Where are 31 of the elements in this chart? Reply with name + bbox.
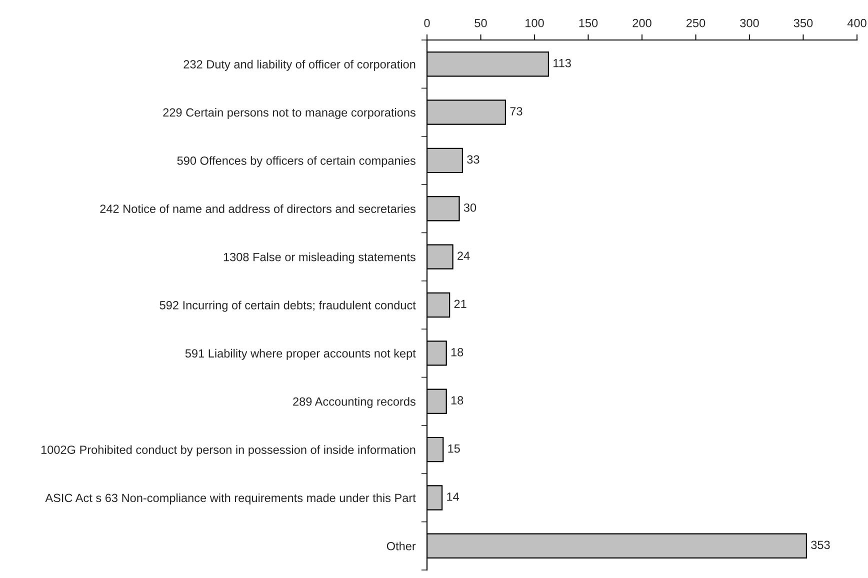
y-tick-label: 590 Offences by officers of certain companies [177, 156, 416, 168]
data-label: 113 [554, 58, 571, 68]
data-label: 18 [451, 396, 464, 405]
y-tick-label: ASIC Act s 63 Non-compliance with requirements made under this Part [45, 493, 416, 504]
y-tick-label: 229 Certain persons not to manage corporations [163, 108, 416, 119]
data-label: 353 [811, 540, 830, 550]
y-tick-label: 1308 False or misleading statements [224, 252, 416, 264]
data-label: 24 [458, 252, 470, 260]
data-label: 33 [467, 155, 480, 164]
y-tick-label: 1002G Prohibited conduct by person in possession of inside information [41, 445, 416, 456]
x-tick-label: 50 [474, 18, 487, 28]
data-label: 30 [464, 203, 476, 212]
data-label: 21 [454, 300, 466, 308]
x-tick-label: 200 [632, 18, 652, 28]
x-tick-label: 100 [526, 18, 544, 28]
x-tick-label: 0 [424, 18, 430, 28]
y-tick-label: 289 Accounting records [293, 397, 416, 408]
y-tick-label: 591 Liability where proper accounts not kept [185, 348, 416, 360]
x-tick-label: 250 [686, 18, 706, 28]
data-label: 18 [451, 348, 464, 356]
x-tick-label: 400 [847, 18, 866, 28]
y-tick-label: Other [386, 542, 416, 550]
y-tick-label: 232 Duty and liability of officer of corporation [184, 60, 416, 71]
x-tick-label: 150 [579, 18, 598, 28]
x-tick-label: 350 [794, 18, 813, 28]
x-tick-label: 300 [740, 18, 759, 28]
data-label: 73 [510, 107, 522, 116]
y-tick-label: 592 Incurring of certain debts; fraudulent conduct [160, 300, 416, 312]
data-label: 15 [448, 444, 460, 453]
data-label: 14 [447, 492, 459, 501]
y-tick-label: 242 Notice of name and address of directors and secretaries [100, 204, 416, 214]
